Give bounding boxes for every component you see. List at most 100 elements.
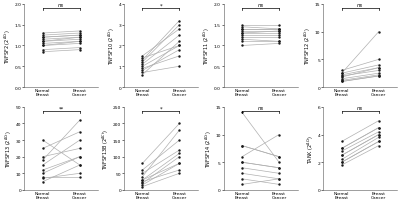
Point bbox=[40, 175, 46, 178]
Point bbox=[76, 172, 83, 175]
Point bbox=[276, 28, 282, 31]
Point bbox=[338, 72, 345, 75]
Point bbox=[139, 67, 146, 71]
Point bbox=[139, 183, 146, 187]
Point bbox=[276, 177, 282, 181]
Point bbox=[276, 133, 282, 137]
Point bbox=[338, 161, 345, 164]
Point bbox=[139, 59, 146, 62]
Point bbox=[338, 158, 345, 161]
Point bbox=[176, 162, 183, 165]
Point bbox=[76, 119, 83, 122]
Point bbox=[239, 28, 245, 31]
Point bbox=[276, 155, 282, 159]
Point bbox=[239, 111, 245, 114]
Point bbox=[239, 161, 245, 164]
Point bbox=[239, 28, 245, 31]
Point bbox=[376, 133, 382, 137]
Point bbox=[276, 166, 282, 169]
Point bbox=[376, 136, 382, 139]
Point bbox=[139, 185, 146, 188]
Point bbox=[76, 36, 83, 40]
Y-axis label: TNFSF14 (2$^{ΔCt}$): TNFSF14 (2$^{ΔCt}$) bbox=[204, 130, 214, 167]
Point bbox=[139, 175, 146, 178]
Point bbox=[276, 30, 282, 33]
Point bbox=[76, 38, 83, 42]
Point bbox=[239, 166, 245, 169]
Point bbox=[139, 168, 146, 172]
Point bbox=[139, 65, 146, 68]
Point bbox=[139, 61, 146, 64]
Point bbox=[276, 43, 282, 46]
Text: ns: ns bbox=[357, 106, 363, 111]
Point bbox=[376, 140, 382, 143]
Point bbox=[139, 182, 146, 185]
Point bbox=[40, 177, 46, 180]
Point bbox=[176, 34, 183, 38]
Point bbox=[76, 47, 83, 50]
Point bbox=[239, 26, 245, 29]
Point bbox=[376, 144, 382, 147]
Point bbox=[376, 72, 382, 75]
Y-axis label: TNFSF10 (2$^{ΔCt}$): TNFSF10 (2$^{ΔCt}$) bbox=[107, 27, 117, 65]
Point bbox=[176, 139, 183, 142]
Point bbox=[376, 75, 382, 78]
Y-axis label: TNFSF13B (2$^{ΔCt}$): TNFSF13B (2$^{ΔCt}$) bbox=[101, 128, 111, 169]
Point bbox=[376, 130, 382, 134]
Point bbox=[239, 183, 245, 186]
Point bbox=[176, 24, 183, 27]
Point bbox=[338, 69, 345, 73]
Point bbox=[276, 41, 282, 44]
Point bbox=[176, 162, 183, 165]
Point bbox=[276, 155, 282, 159]
Point bbox=[176, 28, 183, 31]
Point bbox=[239, 34, 245, 38]
Point bbox=[76, 139, 83, 142]
Point bbox=[139, 180, 146, 183]
Point bbox=[176, 149, 183, 152]
Point bbox=[76, 43, 83, 46]
Point bbox=[76, 175, 83, 178]
Point bbox=[239, 32, 245, 36]
Point bbox=[40, 180, 46, 183]
Point bbox=[176, 172, 183, 175]
Y-axis label: TNFSF12 (2$^{ΔCt}$): TNFSF12 (2$^{ΔCt}$) bbox=[303, 27, 314, 65]
Point bbox=[139, 57, 146, 60]
Point bbox=[276, 28, 282, 31]
Point bbox=[376, 67, 382, 70]
Point bbox=[76, 155, 83, 159]
Point bbox=[40, 45, 46, 48]
Point bbox=[139, 172, 146, 175]
Point bbox=[376, 140, 382, 143]
Y-axis label: TANK (2$^{ΔCt}$): TANK (2$^{ΔCt}$) bbox=[306, 134, 316, 163]
Point bbox=[40, 38, 46, 42]
Point bbox=[139, 178, 146, 182]
Point bbox=[338, 74, 345, 77]
Point bbox=[276, 183, 282, 186]
Point bbox=[76, 147, 83, 150]
Text: ns: ns bbox=[58, 3, 64, 8]
Point bbox=[40, 51, 46, 54]
Point bbox=[276, 161, 282, 164]
Point bbox=[40, 43, 46, 46]
Point bbox=[139, 74, 146, 77]
Point bbox=[239, 45, 245, 48]
Y-axis label: TNFSF2 (2$^{ΔCt}$): TNFSF2 (2$^{ΔCt}$) bbox=[3, 29, 13, 64]
Point bbox=[176, 168, 183, 172]
Point bbox=[239, 41, 245, 44]
Point bbox=[376, 74, 382, 77]
Point bbox=[76, 155, 83, 159]
Point bbox=[239, 177, 245, 181]
Point bbox=[376, 58, 382, 62]
Point bbox=[40, 168, 46, 172]
Point bbox=[338, 154, 345, 157]
Point bbox=[76, 49, 83, 52]
Point bbox=[40, 45, 46, 48]
Point bbox=[338, 76, 345, 79]
Point bbox=[40, 147, 46, 150]
Point bbox=[276, 172, 282, 175]
Point bbox=[239, 32, 245, 36]
Point bbox=[276, 28, 282, 31]
Point bbox=[176, 155, 183, 159]
Point bbox=[239, 155, 245, 159]
